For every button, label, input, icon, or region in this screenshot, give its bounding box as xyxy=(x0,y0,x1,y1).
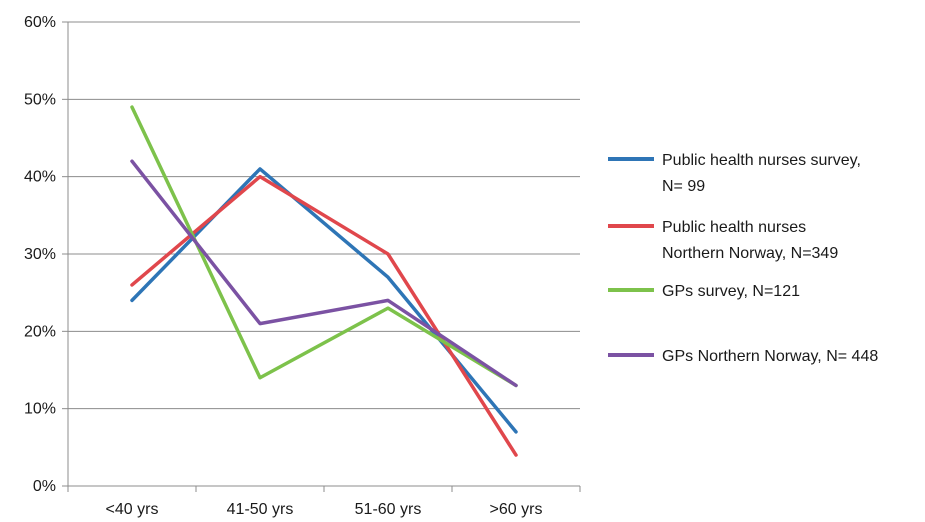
series-line-0 xyxy=(130,167,518,434)
legend-item: Public health nurses Northern Norway, N=3… xyxy=(608,219,838,262)
series-line-2 xyxy=(130,105,518,388)
legend-label: Public health nurses xyxy=(662,219,806,236)
x-tick-label: <40 yrs xyxy=(106,501,159,518)
series-line-3 xyxy=(130,159,518,388)
series-line-1 xyxy=(130,174,518,457)
y-tick-label: 40% xyxy=(24,169,56,186)
legend-label: GPs survey, N=121 xyxy=(662,283,800,300)
legend-item: GPs survey, N=121 xyxy=(608,283,800,300)
series-lines xyxy=(130,105,518,457)
legend-item: GPs Northern Norway, N= 448 xyxy=(608,348,878,365)
y-tick-label: 60% xyxy=(24,14,56,31)
y-tick-label: 0% xyxy=(33,478,56,495)
x-tick-label: 51-60 yrs xyxy=(355,501,422,518)
y-tick-label: 30% xyxy=(24,246,56,263)
y-tick-label: 20% xyxy=(24,323,56,340)
legend-item: Public health nurses survey, N= 99 xyxy=(608,152,861,195)
legend-label: Public health nurses survey, xyxy=(662,152,861,169)
legend: Public health nurses survey,N= 99Public … xyxy=(608,152,878,365)
legend-label: Northern Norway, N=349 xyxy=(662,245,838,262)
axes xyxy=(62,21,581,492)
y-tick-label: 50% xyxy=(24,91,56,108)
y-tick-label: 10% xyxy=(24,401,56,418)
x-axis-tick-labels: <40 yrs 41-50 yrs 51-60 yrs >60 yrs xyxy=(106,501,543,518)
legend-label: GPs Northern Norway, N= 448 xyxy=(662,348,878,365)
y-axis-tick-labels: 0% 10% 20% 30% 40% 50% 60% xyxy=(24,14,56,495)
x-tick-label: 41-50 yrs xyxy=(227,501,294,518)
x-tick-label: >60 yrs xyxy=(490,501,543,518)
legend-label: N= 99 xyxy=(662,178,705,195)
